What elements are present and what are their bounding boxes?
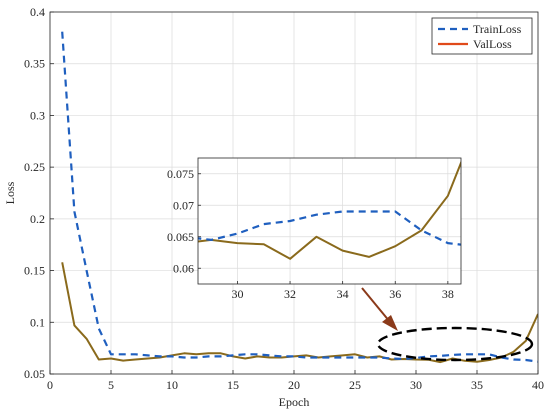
legend-label-trainloss: TrainLoss bbox=[473, 22, 522, 36]
legend-label-valloss: ValLoss bbox=[473, 37, 512, 51]
x-axis-label: Epoch bbox=[279, 395, 310, 409]
legend: TrainLoss ValLoss bbox=[431, 17, 533, 55]
inset-y-tick-label: 0.065 bbox=[167, 230, 194, 244]
inset-ticks: 30 32 34 36 38 0.06 0.065 0.07 0.075 bbox=[167, 167, 454, 301]
x-tick-label: 10 bbox=[166, 378, 178, 392]
inset-x-tick-label: 34 bbox=[337, 287, 349, 301]
x-tick-label: 30 bbox=[410, 378, 422, 392]
inset-plot-area bbox=[198, 160, 461, 260]
legend-box bbox=[431, 17, 533, 55]
y-tick-label: 0.15 bbox=[24, 264, 45, 278]
series-line-trainloss bbox=[198, 210, 461, 246]
inset-x-tick-label: 32 bbox=[284, 287, 296, 301]
y-tick-label: 0.1 bbox=[30, 315, 45, 329]
y-tick-label: 0.35 bbox=[24, 57, 45, 71]
inset-y-tick-label: 0.06 bbox=[173, 261, 194, 275]
x-tick-label: 15 bbox=[227, 378, 239, 392]
series-line-valloss bbox=[198, 160, 461, 260]
x-tick-label: 25 bbox=[349, 378, 361, 392]
inset-grid bbox=[198, 158, 461, 284]
inset-y-tick-label: 0.07 bbox=[173, 198, 194, 212]
inset-zoom-chart: 30 32 34 36 38 0.06 0.065 0.07 0.075 bbox=[167, 157, 462, 301]
zoom-arrow bbox=[361, 287, 398, 331]
arrow-shaft bbox=[361, 287, 391, 323]
y-tick-label: 0.2 bbox=[30, 212, 45, 226]
y-tick-label: 0.4 bbox=[30, 5, 45, 19]
inset-x-tick-label: 36 bbox=[389, 287, 401, 301]
inset-background bbox=[198, 158, 461, 284]
arrow-head bbox=[382, 315, 398, 331]
x-tick-label: 20 bbox=[288, 378, 300, 392]
x-tick-label: 0 bbox=[47, 378, 53, 392]
series-line-trainloss bbox=[61, 31, 538, 363]
inset-y-tick-label: 0.075 bbox=[167, 167, 194, 181]
y-tick-label: 0.25 bbox=[24, 160, 45, 174]
inset-x-tick-label: 30 bbox=[231, 287, 243, 301]
x-tick-label: 40 bbox=[532, 378, 544, 392]
x-tick-label: 35 bbox=[471, 378, 483, 392]
zoom-region-ellipse bbox=[376, 326, 534, 362]
y-axis-label: Loss bbox=[3, 181, 17, 204]
y-tick-label: 0.3 bbox=[30, 108, 45, 122]
y-tick-label: 0.05 bbox=[24, 367, 45, 381]
inset-x-tick-label: 38 bbox=[442, 287, 454, 301]
inset-axes-frame bbox=[197, 157, 462, 285]
x-tick-label: 5 bbox=[108, 378, 114, 392]
main-ticks: 0 5 10 15 20 25 30 35 40 0.05 0.1 0.15 0.2 0.25 0.3 0.3… bbox=[24, 5, 544, 392]
